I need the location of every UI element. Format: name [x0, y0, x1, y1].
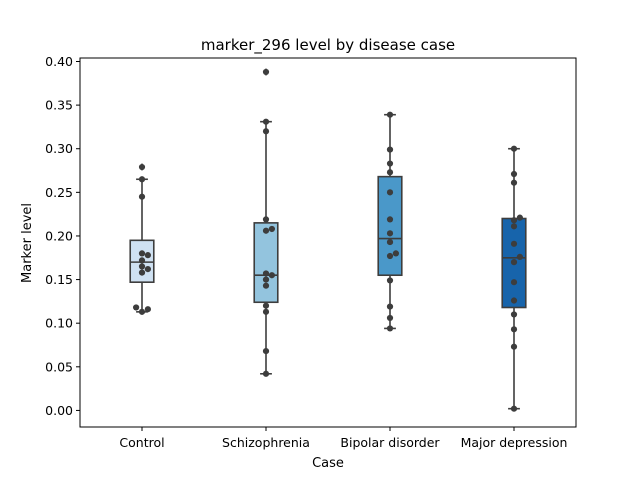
data-point — [516, 253, 523, 260]
data-point — [510, 326, 518, 333]
y-tick-label: 0.20 — [45, 228, 73, 243]
data-point — [386, 169, 394, 176]
data-point — [510, 297, 518, 304]
x-tick-label: Bipolar disorder — [340, 435, 440, 450]
data-point — [262, 308, 270, 315]
data-point — [138, 263, 146, 270]
data-point — [262, 68, 270, 76]
data-point — [138, 269, 146, 276]
data-point — [516, 214, 523, 221]
data-point — [510, 259, 518, 266]
data-point — [262, 276, 270, 283]
data-point — [386, 189, 394, 196]
data-point — [262, 348, 270, 355]
data-point — [386, 216, 394, 223]
data-point — [510, 343, 518, 350]
data-point — [133, 304, 140, 311]
data-point — [262, 302, 270, 309]
data-point — [510, 217, 518, 224]
data-point — [268, 225, 275, 233]
data-point — [510, 179, 518, 186]
data-point — [262, 227, 270, 234]
data-point — [144, 266, 151, 273]
y-tick-label: 0.00 — [45, 403, 73, 418]
data-point — [268, 272, 275, 279]
data-point — [262, 282, 270, 289]
y-tick-label: 0.40 — [45, 54, 73, 69]
x-tick-label: Control — [119, 435, 164, 450]
data-point — [386, 252, 394, 260]
y-tick-label: 0.10 — [45, 316, 73, 331]
data-point — [386, 277, 394, 284]
data-point — [386, 230, 394, 237]
data-point — [138, 193, 146, 200]
data-point — [262, 128, 270, 135]
data-point — [144, 252, 151, 259]
data-point — [510, 223, 518, 230]
data-point — [386, 146, 394, 153]
data-point — [144, 306, 151, 313]
data-point — [386, 325, 394, 332]
data-point — [510, 145, 518, 152]
plot-frame — [79, 57, 577, 428]
y-tick-label: 0.30 — [45, 141, 73, 156]
data-point — [386, 314, 394, 322]
y-axis-label: Marker level — [20, 203, 35, 283]
data-point — [510, 170, 518, 178]
data-point — [510, 279, 518, 286]
data-point — [386, 160, 394, 167]
data-point — [392, 250, 399, 257]
x-tick-label: Major depression — [461, 435, 568, 450]
data-point — [262, 270, 270, 277]
x-tick-label: Schizophrenia — [222, 435, 310, 450]
data-point — [386, 111, 394, 118]
chart-title: marker_296 level by disease case — [201, 36, 455, 55]
y-tick-label: 0.05 — [45, 359, 73, 374]
data-point — [262, 370, 270, 377]
data-point — [138, 163, 146, 171]
data-point — [138, 308, 146, 315]
data-point — [510, 240, 518, 247]
y-tick-label: 0.35 — [45, 98, 73, 113]
data-point — [138, 176, 146, 183]
data-point — [262, 216, 270, 223]
data-point — [510, 405, 518, 412]
data-point — [510, 311, 518, 318]
data-point — [138, 250, 146, 257]
y-tick-label: 0.25 — [45, 185, 73, 200]
data-point — [262, 118, 270, 125]
y-tick-label: 0.15 — [45, 272, 73, 287]
data-point — [138, 257, 146, 264]
data-point — [386, 303, 394, 310]
box-1 — [253, 222, 279, 304]
plot-area: 0.00 0.05 0.10 0.15 0.20 0.25 0.30 0.35 0.40 Cont… — [45, 54, 577, 450]
data-point — [386, 238, 394, 246]
x-axis-label: Case — [312, 456, 344, 471]
